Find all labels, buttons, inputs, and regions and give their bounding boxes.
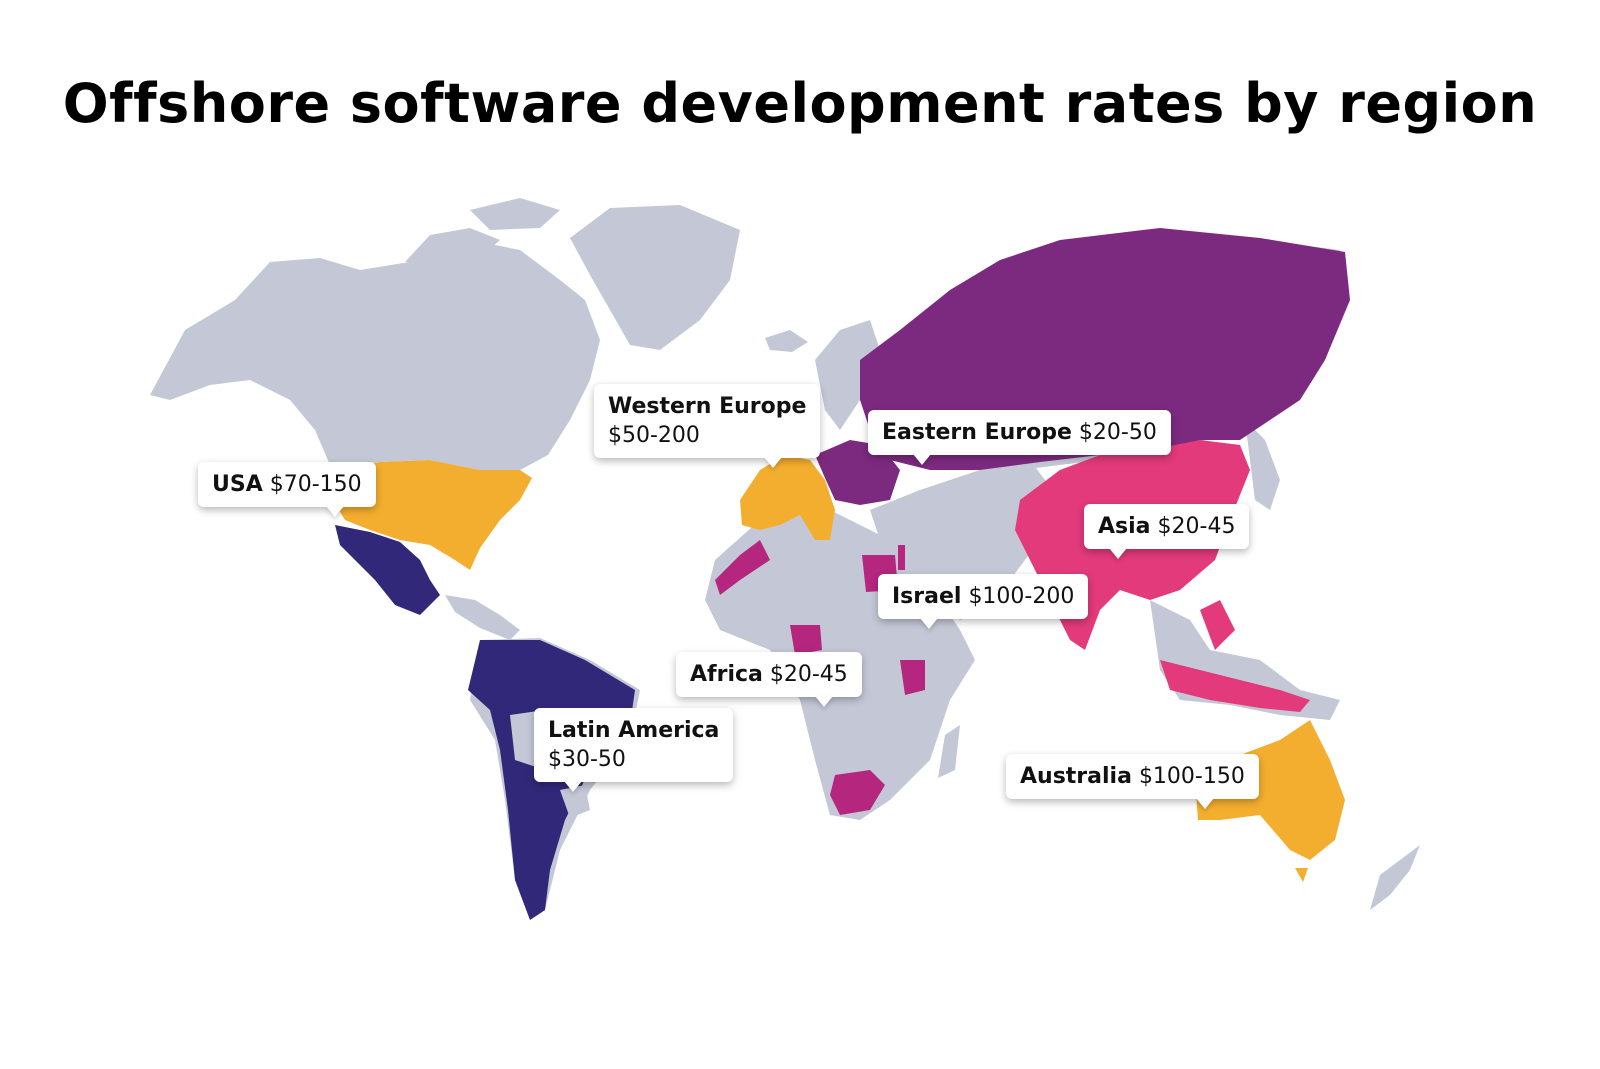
- label-asia-region: Asia: [1098, 514, 1151, 539]
- land-central-america: [445, 595, 520, 640]
- label-asia: Asia $20-45: [1084, 504, 1250, 549]
- label-africa: Africa $20-45: [676, 652, 862, 697]
- region-eastern-europe: [815, 440, 900, 505]
- label-western-europe: Western Europe $50-200: [594, 384, 821, 458]
- label-eastern-europe-rate: $20-50: [1078, 420, 1157, 445]
- label-western-europe-region: Western Europe: [608, 394, 807, 419]
- label-israel-rate: $100-200: [968, 584, 1075, 609]
- land-madagascar: [938, 725, 960, 778]
- region-western-europe: [740, 455, 835, 540]
- label-israel-region: Israel: [892, 584, 962, 609]
- label-israel: Israel $100-200: [878, 574, 1089, 619]
- land-middle-east: [870, 460, 1060, 620]
- region-israel: [898, 545, 905, 570]
- land-new-zealand: [1370, 845, 1420, 910]
- land-north-america: [150, 240, 600, 470]
- label-eastern-europe: Eastern Europe $20-50: [868, 410, 1171, 455]
- region-asia-islands: [1160, 600, 1310, 712]
- label-australia: Australia $100-150: [1006, 754, 1259, 799]
- land-arctic-islands: [405, 198, 560, 265]
- land-scandinavia: [815, 320, 880, 430]
- land-sa-grey-2: [560, 785, 590, 818]
- label-latin-america: Latin America $30-50: [534, 708, 734, 782]
- label-western-europe-rate: $50-200: [608, 423, 700, 448]
- region-nigeria: [790, 625, 822, 655]
- region-tasmania: [1295, 868, 1308, 882]
- land-iceland: [765, 330, 808, 352]
- region-south-africa: [830, 770, 885, 815]
- land-greenland: [570, 205, 740, 350]
- region-kenya: [900, 660, 925, 695]
- label-eastern-europe-region: Eastern Europe: [882, 420, 1072, 445]
- region-mexico: [335, 525, 440, 615]
- region-australia: [1195, 720, 1345, 860]
- region-morocco: [715, 540, 770, 595]
- land-japan: [1245, 420, 1280, 510]
- label-usa-region: USA: [212, 472, 263, 497]
- label-usa-rate: $70-150: [269, 472, 362, 497]
- label-australia-rate: $100-150: [1138, 764, 1245, 789]
- label-australia-region: Australia: [1020, 764, 1132, 789]
- label-africa-rate: $20-45: [769, 662, 848, 687]
- label-latin-america-region: Latin America: [548, 718, 720, 743]
- label-asia-rate: $20-45: [1157, 514, 1236, 539]
- label-africa-region: Africa: [690, 662, 763, 687]
- label-latin-america-rate: $30-50: [548, 747, 626, 772]
- page-title: Offshore software development rates by r…: [62, 72, 1538, 135]
- label-usa: USA $70-150: [198, 462, 376, 507]
